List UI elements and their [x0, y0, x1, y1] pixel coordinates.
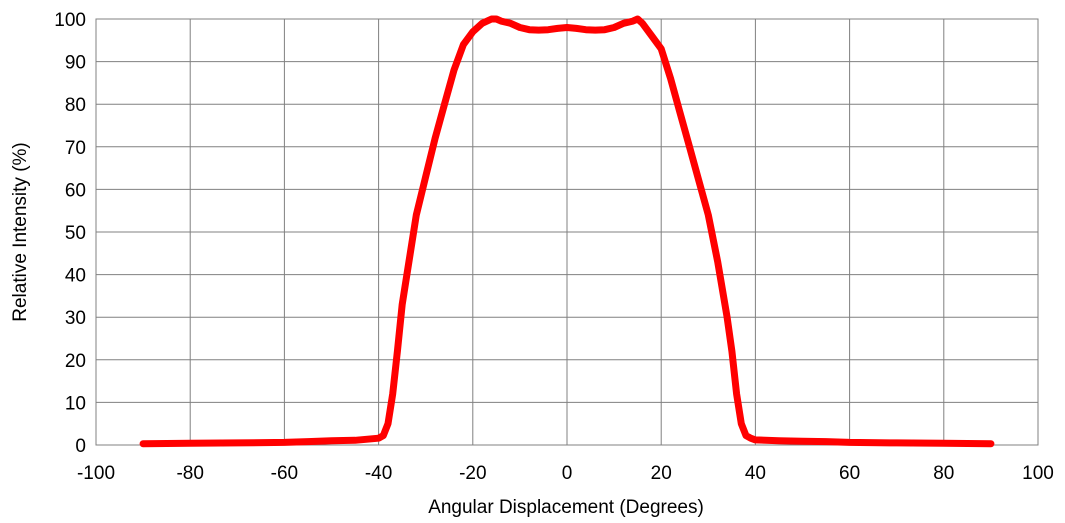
x-tick-label: -80	[176, 463, 203, 484]
x-tick-label: 0	[562, 463, 573, 484]
y-tick-label: 60	[65, 180, 86, 201]
y-tick-label: 10	[65, 393, 86, 414]
x-tick-label: 40	[745, 463, 766, 484]
x-tick-label: -40	[365, 463, 392, 484]
x-tick-label: 100	[1022, 463, 1054, 484]
x-axis-title: Angular Displacement (Degrees)	[428, 497, 704, 518]
x-tick-label: 80	[933, 463, 954, 484]
y-tick-label: 40	[65, 266, 86, 287]
x-tick-label: 60	[839, 463, 860, 484]
y-tick-labels: 0 10 20 30 40 50 60 70 80 90 100	[54, 10, 86, 457]
x-tick-labels: -100 -80 -60 -40 -20 0 20 40 60 80 100	[77, 463, 1054, 484]
y-tick-label: 50	[65, 223, 86, 244]
y-tick-label: 70	[65, 138, 86, 159]
grid-lines	[95, 18, 1039, 446]
y-tick-label: 100	[54, 10, 86, 31]
y-tick-label: 20	[65, 351, 86, 372]
series-points-0	[143, 18, 992, 444]
series-layer	[139, 15, 995, 448]
y-tick-label: 0	[75, 436, 86, 457]
x-tick-label: -60	[271, 463, 298, 484]
y-tick-label: 30	[65, 308, 86, 329]
x-tick-label: -100	[77, 463, 115, 484]
y-tick-label: 90	[65, 53, 86, 74]
y-axis-title: Relative Intensity (%)	[10, 142, 31, 322]
y-tick-label: 80	[65, 95, 86, 116]
x-tick-label: 20	[651, 463, 672, 484]
plot-area-border	[95, 18, 1039, 446]
x-tick-label: -20	[459, 463, 486, 484]
plot-frame	[95, 18, 1039, 446]
